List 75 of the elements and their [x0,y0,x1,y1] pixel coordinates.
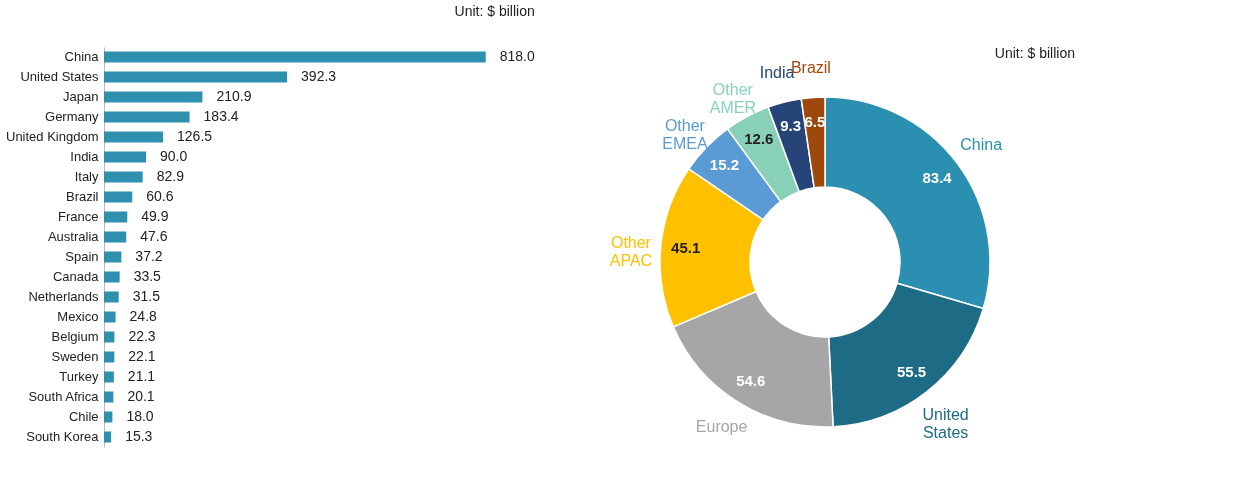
bar [104,231,127,243]
data-label: 22.1 [128,348,156,364]
y-tick-label: United Kingdom [6,129,99,144]
y-tick-label: Sweden [51,349,99,364]
bar [104,371,114,383]
data-label: 9.3 [780,117,802,135]
y-tick-label: Germany [45,109,99,124]
y-tick-label: Japan [63,89,99,104]
slice-label: Other APAC [609,233,653,269]
data-label: 15.3 [125,428,153,444]
bar [104,351,115,363]
y-tick-label: Italy [74,169,99,184]
bar [104,171,143,183]
y-tick-label: South Korea [26,429,100,444]
y-tick-label: Australia [47,229,100,244]
slice-label: Europe [695,418,748,436]
slice-label: United States [922,406,969,442]
data-label: 83.4 [922,169,953,187]
text: Unit: $ billion [994,45,1075,61]
data-label: 392.3 [301,68,337,84]
slice-label: China [960,136,1003,154]
y-tick-label: Brazil [65,189,99,204]
data-label: 24.8 [129,308,158,324]
y-tick-label: Canada [52,269,100,284]
data-label: 20.1 [127,388,155,404]
data-label: 12.6 [744,129,774,147]
bar [104,251,122,263]
bar [104,411,113,423]
bar [104,191,133,203]
data-label: 54.6 [736,371,766,389]
bar [104,91,203,103]
bar [104,71,288,83]
data-label: 45.1 [671,239,701,257]
bar [104,51,486,63]
bar [104,431,112,443]
data-label: 22.3 [128,328,156,344]
text: Unit: $ billion [454,3,535,19]
y-tick-label: Mexico [57,309,99,324]
y-tick-label: France [58,209,99,224]
data-label: 49.9 [141,208,169,224]
data-label: 37.2 [135,248,163,264]
y-tick-label: Belgium [51,329,99,344]
bar [104,291,119,303]
data-label: 21.1 [127,368,156,384]
data-label: 818.0 [499,48,535,64]
y-tick-label: United States [20,69,99,84]
slice-label: Other EMEA [662,117,708,153]
data-label: 210.9 [216,88,252,104]
data-label: 55.5 [896,363,927,381]
data-label: 15.2 [709,155,740,173]
data-label: 31.5 [132,288,161,304]
bar [104,211,128,223]
bar [104,311,116,323]
data-label: 82.9 [156,168,185,184]
data-label: 18.0 [126,408,154,424]
bar [104,131,164,143]
y-tick-label: South Africa [28,389,100,404]
bar [104,111,190,123]
y-tick-label: Chile [68,409,99,424]
data-label: 60.6 [146,188,174,204]
slice-label: Other AMER [709,81,756,117]
y-tick-label: Netherlands [28,289,99,304]
bar [104,271,120,283]
data-label: 183.4 [203,108,239,124]
data-label: 126.5 [177,128,213,144]
data-label: 47.6 [140,228,168,244]
data-label: 90.0 [160,148,188,164]
bar [104,151,146,163]
bar [104,391,114,403]
data-label: 33.5 [133,268,162,284]
y-tick-label: China [64,49,100,64]
y-tick-label: Spain [65,249,99,264]
y-tick-label: Turkey [59,369,99,384]
bar [104,331,115,343]
y-tick-label: India [70,149,100,164]
